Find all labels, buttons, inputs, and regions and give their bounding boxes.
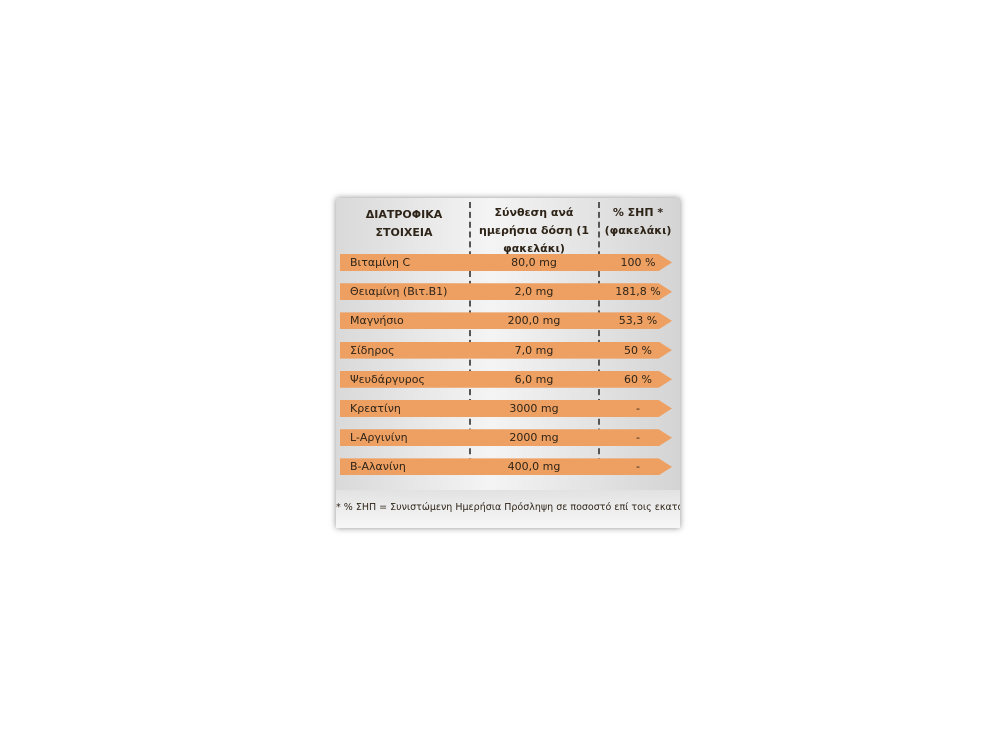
table-cell: 80,0 mg [511,256,557,269]
footnote-band: * % ΣΗΠ = Συνιστώμενη Ημερήσια Πρόσληψη … [336,490,680,528]
row-bar [340,400,672,417]
footnote: * % ΣΗΠ = Συνιστώμενη Ημερήσια Πρόσληψη … [336,502,680,513]
table-cell: 3000 mg [509,402,559,415]
row-bar [340,458,672,476]
table-cell: 50 % [624,343,652,357]
table-cell: Μαγνήσιο [350,314,404,328]
row-bar [340,341,672,359]
column-separator [469,202,471,474]
row-bar [340,370,672,388]
table-cell: - [636,402,640,415]
table-cell: 6,0 mg [514,372,554,386]
header-cell: Σύνθεση ανά ημερήσια δόση (1 φακελάκι) [478,206,590,255]
table-cell: - [636,431,640,445]
table-cell: Σίδηρος [350,343,395,357]
table-cell: 2000 mg [509,431,559,445]
header-cell: % ΣΗΠ * (φακελάκι) [604,206,672,237]
row-bar [340,312,672,330]
header-cell: ΔΙΑΤΡΟΦΙΚΑ ΣΤΟΙΧΕΙΑ [365,208,443,239]
table-cell: Θειαμίνη (Βιτ.Β1) [350,285,448,299]
row-bar [340,254,672,271]
row-bar [340,429,672,447]
table-cell: 200,0 mg [507,314,561,328]
row-bar [340,283,672,301]
table-cell: Ψευδάργυρος [350,372,425,386]
table-cell: Κρεατίνη [350,402,401,415]
table-cell: Βιταμίνη C [350,256,411,269]
table-cell: - [636,460,640,474]
column-separator [598,202,600,474]
table-cell: 7,0 mg [514,343,554,357]
table-cell: 2,0 mg [514,285,554,299]
nutrition-table: ΔΙΑΤΡΟΦΙΚΑ ΣΤΟΙΧΕΙΑ Σύνθεση ανά ημερήσια… [336,198,680,528]
table-cell: 181,8 % [615,285,661,299]
table-cell: 400,0 mg [507,460,561,474]
table-cell: L-Αργινίνη [350,431,408,445]
table-cell: 53,3 % [618,314,658,328]
table-cell: 100 % [620,256,656,269]
table-cell: 60 % [624,372,652,386]
table-cell: Β-Αλανίνη [350,460,406,474]
